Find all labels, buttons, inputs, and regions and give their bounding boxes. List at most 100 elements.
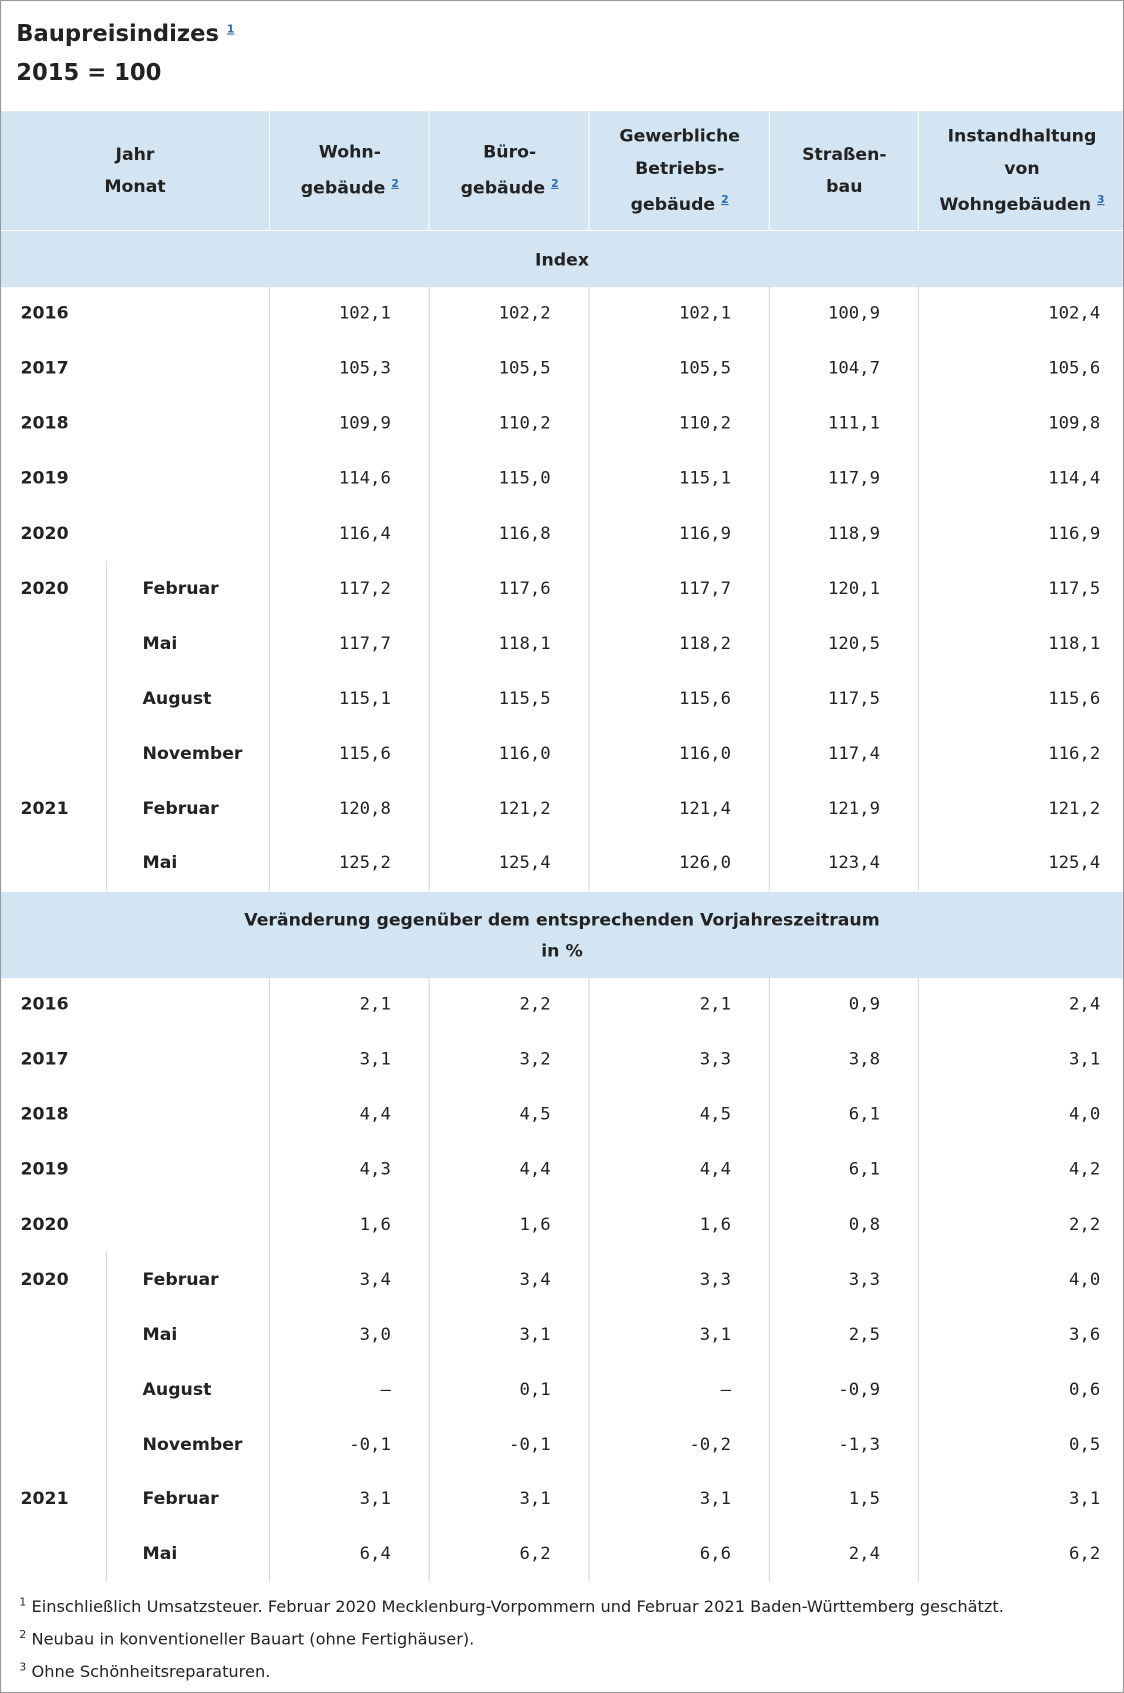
section-header: Veränderung gegenüber dem entsprechenden… — [1, 890, 1123, 979]
month-cell: Februar — [142, 1488, 219, 1509]
month-cell: Mai — [142, 852, 178, 873]
value-cell: 3,1 — [699, 1323, 731, 1344]
footnote-ref[interactable]: 3 — [1097, 194, 1105, 207]
value-cell: 3,3 — [699, 1048, 731, 1070]
value-cell: 3,1 — [359, 1048, 391, 1070]
value-cell: 114,6 — [338, 467, 391, 489]
month-cell: Februar — [142, 577, 219, 599]
value-cell: 117,2 — [338, 577, 391, 599]
month-cell: Mai — [142, 632, 178, 654]
header-line: gebäude 2 — [460, 177, 559, 199]
header-line: Monat — [104, 175, 166, 197]
column-header: Jahr Monat — [1, 111, 269, 230]
title-text: Baupreisindizes — [16, 20, 219, 47]
footnote: 2 Neubau in konventioneller Bauart (ohne… — [19, 1629, 474, 1648]
column-header: Büro-gebäude 2 — [428, 111, 590, 230]
value-cell: 2,5 — [848, 1323, 880, 1344]
value-cell: 3,0 — [359, 1323, 391, 1344]
year-cell: 2018 — [20, 412, 69, 434]
value-cell: 3,1 — [519, 1323, 551, 1344]
value-cell: 2,1 — [359, 993, 391, 1015]
section-label: Index — [535, 248, 589, 270]
header-line: Büro- — [483, 141, 537, 163]
column-header: Straßen-bau — [768, 111, 919, 230]
footnote-ref[interactable]: 1 — [226, 23, 235, 36]
header-line: Betriebs- — [635, 157, 725, 179]
month-cell: November — [142, 742, 243, 763]
value-cell: 111,1 — [827, 412, 880, 434]
value-cell: 0,8 — [848, 1213, 880, 1235]
year-cell: 2020 — [20, 1268, 69, 1290]
year-cell: 2018 — [20, 1103, 69, 1125]
value-cell: 4,5 — [519, 1103, 551, 1125]
value-cell: 117,7 — [338, 632, 391, 654]
month-cell: November — [142, 1433, 243, 1454]
value-cell: 4,0 — [1069, 1103, 1101, 1125]
year-cell: 2016 — [20, 993, 69, 1015]
column-header: Instandhaltung von Wohngebäuden 3 — [917, 111, 1124, 230]
value-cell: 120,8 — [338, 797, 391, 818]
column-header: Wohn-gebäude 2 — [268, 111, 430, 230]
value-cell: 117,4 — [827, 742, 880, 763]
footnote-ref[interactable]: 2 — [391, 178, 399, 191]
value-cell: 1,5 — [848, 1488, 880, 1509]
header-line: bau — [826, 175, 863, 197]
footnote-ref[interactable]: 2 — [721, 194, 729, 207]
value-cell: 3,2 — [519, 1048, 551, 1070]
footnote: 3 Ohne Schönheitsreparaturen. — [19, 1662, 270, 1681]
value-cell: – — [720, 1378, 731, 1399]
value-cell: 0,5 — [1069, 1433, 1101, 1454]
value-cell: 115,5 — [498, 687, 551, 709]
value-cell: 6,6 — [699, 1543, 731, 1564]
value-cell: 1,6 — [699, 1213, 731, 1235]
value-cell: 6,1 — [848, 1103, 880, 1125]
value-cell: 117,6 — [498, 577, 551, 599]
value-cell: 105,5 — [678, 357, 731, 379]
value-cell: 4,2 — [1069, 1158, 1101, 1180]
value-cell: 6,4 — [359, 1543, 391, 1564]
year-cell: 2021 — [20, 1488, 69, 1509]
value-cell: 102,4 — [1048, 302, 1101, 324]
value-cell: 3,6 — [1069, 1323, 1101, 1344]
value-cell: 116,9 — [1048, 522, 1101, 544]
value-cell: 4,4 — [519, 1158, 551, 1180]
value-cell: – — [380, 1378, 391, 1399]
subtitle: 2015 = 100 — [16, 59, 162, 86]
column-divider — [268, 286, 270, 891]
column-divider — [105, 560, 107, 891]
value-cell: 123,4 — [827, 852, 880, 873]
value-cell: 105,3 — [338, 357, 391, 379]
value-cell: 121,2 — [1048, 797, 1101, 818]
value-cell: 0,9 — [848, 993, 880, 1015]
value-cell: 116,8 — [498, 522, 551, 544]
section-label: Veränderung gegenüber dem entsprechenden… — [244, 909, 880, 930]
value-cell: 4,3 — [359, 1158, 391, 1180]
header-line: von — [1004, 157, 1040, 179]
month-cell: Mai — [142, 1543, 178, 1564]
value-cell: -0,1 — [349, 1433, 391, 1454]
section-header: Index — [1, 229, 1123, 288]
value-cell: 115,1 — [338, 687, 391, 709]
column-header: Gewerbliche Betriebs-gebäude 2 — [588, 111, 769, 230]
month-cell: Februar — [142, 1268, 219, 1290]
value-cell: 110,2 — [498, 412, 551, 434]
value-cell: 1,6 — [519, 1213, 551, 1235]
footnote-ref[interactable]: 2 — [551, 178, 559, 191]
year-cell: 2019 — [20, 1158, 69, 1180]
year-cell: 2020 — [20, 577, 69, 599]
column-divider — [588, 286, 590, 891]
value-cell: 3,1 — [519, 1488, 551, 1509]
column-divider — [768, 286, 770, 891]
value-cell: 6,2 — [1069, 1543, 1101, 1564]
footnote-text: Ohne Schönheitsreparaturen. — [31, 1661, 271, 1682]
value-cell: 118,9 — [827, 522, 880, 544]
header-line: Wohngebäuden 3 — [939, 193, 1105, 215]
value-cell: 117,5 — [827, 687, 880, 709]
value-cell: 125,4 — [498, 852, 551, 873]
value-cell: -0,2 — [689, 1433, 731, 1454]
value-cell: 115,6 — [678, 687, 731, 709]
value-cell: 117,7 — [678, 577, 731, 599]
value-cell: -1,3 — [838, 1433, 880, 1454]
value-cell: 2,1 — [699, 993, 731, 1015]
